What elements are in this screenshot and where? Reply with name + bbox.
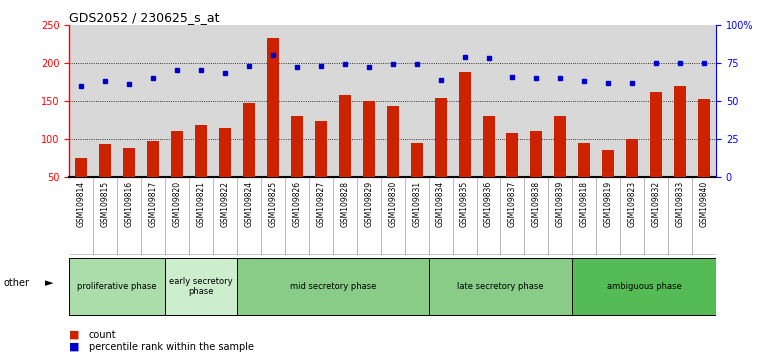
Text: GSM109836: GSM109836	[484, 181, 493, 227]
FancyBboxPatch shape	[572, 258, 716, 315]
Text: GSM109827: GSM109827	[316, 181, 326, 227]
Bar	[171, 131, 183, 177]
Text: GSM109831: GSM109831	[412, 181, 421, 227]
Bar	[195, 125, 207, 177]
FancyBboxPatch shape	[237, 258, 429, 315]
Text: GSM109830: GSM109830	[388, 181, 397, 227]
Text: GSM109814: GSM109814	[77, 181, 85, 227]
Bar	[698, 99, 710, 177]
Text: GSM109838: GSM109838	[532, 181, 541, 227]
Bar	[507, 133, 518, 177]
Text: GSM109835: GSM109835	[460, 181, 469, 227]
Text: mid secretory phase: mid secretory phase	[290, 282, 376, 291]
Text: GSM109822: GSM109822	[220, 181, 229, 227]
Bar	[339, 95, 351, 177]
Text: GSM109829: GSM109829	[364, 181, 373, 227]
Bar	[675, 86, 686, 177]
Text: ■: ■	[69, 342, 80, 352]
Text: other: other	[4, 278, 30, 288]
Bar	[554, 116, 567, 177]
Text: GSM109837: GSM109837	[508, 181, 517, 227]
Bar	[291, 116, 303, 177]
Text: GSM109815: GSM109815	[101, 181, 110, 227]
Bar	[578, 143, 591, 177]
Bar	[531, 131, 542, 177]
Bar	[483, 116, 494, 177]
Text: ■: ■	[69, 330, 80, 339]
Text: ►: ►	[45, 278, 53, 288]
Bar	[602, 150, 614, 177]
Text: GSM109823: GSM109823	[628, 181, 637, 227]
Text: percentile rank within the sample: percentile rank within the sample	[89, 342, 253, 352]
Bar	[219, 128, 231, 177]
Text: GSM109833: GSM109833	[675, 181, 685, 227]
Text: proliferative phase: proliferative phase	[78, 282, 157, 291]
Bar	[99, 144, 111, 177]
Bar	[243, 103, 255, 177]
Bar	[626, 139, 638, 177]
Text: GSM109818: GSM109818	[580, 181, 589, 227]
Text: GSM109832: GSM109832	[651, 181, 661, 227]
FancyBboxPatch shape	[165, 258, 237, 315]
Text: GSM109819: GSM109819	[604, 181, 613, 227]
Text: GSM109816: GSM109816	[125, 181, 134, 227]
Text: GDS2052 / 230625_s_at: GDS2052 / 230625_s_at	[69, 11, 219, 24]
Text: GSM109820: GSM109820	[172, 181, 182, 227]
Bar	[410, 143, 423, 177]
Text: early secretory
phase: early secretory phase	[169, 277, 233, 296]
Bar	[123, 148, 136, 177]
Bar	[147, 141, 159, 177]
FancyBboxPatch shape	[429, 258, 572, 315]
Text: late secretory phase: late secretory phase	[457, 282, 544, 291]
Text: GSM109834: GSM109834	[436, 181, 445, 227]
Bar	[315, 121, 326, 177]
Bar	[75, 158, 87, 177]
Text: ambiguous phase: ambiguous phase	[607, 282, 681, 291]
Text: GSM109839: GSM109839	[556, 181, 565, 227]
Bar	[363, 101, 375, 177]
Text: GSM109825: GSM109825	[269, 181, 277, 227]
Text: GSM109828: GSM109828	[340, 181, 350, 227]
Bar	[267, 38, 279, 177]
Text: GSM109840: GSM109840	[700, 181, 708, 227]
Text: count: count	[89, 330, 116, 339]
Text: GSM109826: GSM109826	[293, 181, 301, 227]
Text: GSM109821: GSM109821	[196, 181, 206, 227]
Text: GSM109824: GSM109824	[244, 181, 253, 227]
Bar	[387, 106, 399, 177]
Bar	[434, 98, 447, 177]
Text: GSM109817: GSM109817	[149, 181, 158, 227]
Bar	[459, 72, 470, 177]
FancyBboxPatch shape	[69, 258, 165, 315]
Bar	[650, 92, 662, 177]
